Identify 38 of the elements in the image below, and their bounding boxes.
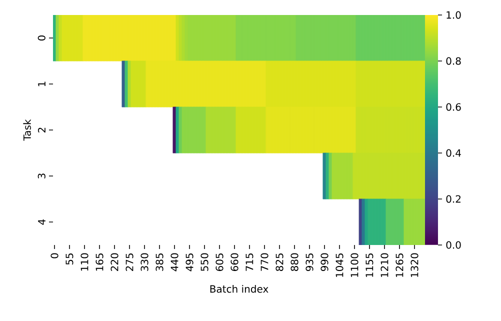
x-tick-label: 605: [216, 253, 224, 271]
y-tick-label: 0: [38, 36, 46, 41]
x-tick-label: 385: [156, 253, 164, 271]
y-tick-label: 3: [38, 174, 46, 178]
x-tick-label: 935: [306, 253, 314, 272]
x-tick-label: 825: [276, 253, 284, 272]
x-tick-label: 1100: [350, 253, 358, 277]
color-bar-label: 0.8: [446, 57, 461, 65]
x-tick-label: 1155: [366, 253, 374, 277]
x-tick-label: 1210: [380, 253, 388, 277]
color-bar-label: 0.2: [446, 195, 460, 203]
color-bar-label: 0.4: [446, 149, 461, 157]
x-tick-label: 0: [50, 253, 58, 258]
x-tick-label: 990: [320, 253, 328, 272]
x-tick-label: 660: [230, 253, 238, 271]
x-tick-label: 165: [96, 253, 104, 271]
y-tick-label: 4: [38, 219, 46, 225]
x-tick-label: 550: [200, 253, 208, 271]
x-tick-label: 220: [110, 253, 118, 271]
x-tick-label: 1265: [396, 253, 404, 277]
x-tick-label: 770: [260, 253, 268, 271]
y-tick-label: 1: [38, 82, 46, 86]
color-bar-label: 1.0: [446, 11, 461, 19]
color-bar-label: 0.0: [446, 241, 461, 249]
x-tick-label: 330: [140, 253, 148, 271]
x-tick-label: 440: [170, 253, 178, 272]
x-tick-label: 880: [290, 253, 298, 272]
x-tick-label: 1045: [336, 253, 344, 277]
x-tick-label: 715: [246, 253, 254, 271]
color-bar-label: 0.6: [446, 103, 461, 111]
x-tick-label: 495: [186, 253, 194, 272]
x-tick-label: 1320: [410, 253, 418, 277]
x-tick-label: 55: [66, 253, 74, 265]
x-tick-label: 110: [80, 253, 88, 271]
x-tick-label: 275: [126, 253, 134, 271]
y-tick-label: 2: [38, 128, 46, 132]
y-axis-title: Task: [23, 119, 31, 141]
x-axis-title: Batch index: [210, 284, 268, 293]
